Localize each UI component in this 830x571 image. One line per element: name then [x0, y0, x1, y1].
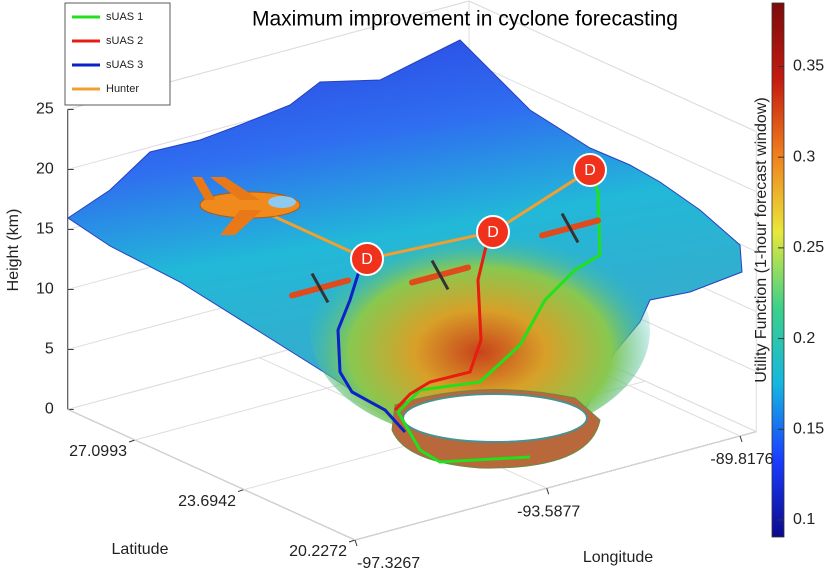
colorbar-tick-label: 0.1 — [793, 511, 815, 528]
colorbar-bar — [771, 2, 785, 538]
drone — [538, 212, 602, 244]
colorbar: 0.1 0.15 0.2 0.25 0.3 0.35 — [771, 2, 824, 538]
y-tick-label: 23.6942 — [178, 493, 236, 510]
y-tick — [237, 489, 245, 493]
z-tick-label: 15 — [36, 221, 54, 238]
drop-marker — [573, 153, 607, 187]
grid-line — [468, 0, 757, 133]
x-tick-label: -93.5877 — [517, 503, 580, 520]
y-tick-label: 27.0993 — [69, 443, 127, 460]
colorbar-label: Utility Function (1-hour forecast window… — [753, 97, 770, 382]
flight-paths — [259, 168, 602, 464]
crater-rim — [402, 393, 588, 443]
flight-path — [336, 267, 407, 434]
colorbar-tick-label: 0.35 — [793, 58, 824, 75]
hunter-aircraft — [192, 177, 301, 235]
y-tick-label: 20.2272 — [289, 543, 347, 560]
legend-label: Hunter — [106, 83, 139, 95]
drop-marker — [350, 242, 384, 276]
drop-marker-label: D — [361, 251, 373, 268]
legend-label: sUAS 2 — [106, 35, 143, 47]
drop-markers: D D D — [350, 153, 607, 276]
colorbar-tick-label: 0.3 — [793, 148, 815, 165]
y-tick — [348, 539, 356, 543]
colorbar-tick-label: 0.2 — [793, 330, 815, 347]
z-tick-label: 25 — [36, 101, 54, 118]
wing — [220, 210, 262, 235]
y-tick — [128, 439, 136, 443]
drop-marker-label: D — [487, 224, 499, 241]
z-tick-label: 20 — [36, 161, 54, 178]
drone — [288, 272, 352, 304]
tail — [192, 177, 215, 200]
colorbar-tick-label: 0.15 — [793, 420, 824, 437]
flight-path — [396, 169, 602, 464]
drone-wing — [310, 272, 330, 304]
y-axis-label: Latitude — [112, 541, 169, 558]
x-tick-label: -97.3267 — [357, 555, 420, 571]
drones — [288, 212, 602, 304]
x-tick — [546, 488, 550, 495]
x-axis-label: Longitude — [583, 549, 653, 566]
drop-marker — [476, 215, 510, 249]
z-axis-label: Height (km) — [5, 209, 22, 292]
legend: sUAS 1 sUAS 2 sUAS 3 Hunter — [64, 2, 171, 106]
drone-wing — [560, 212, 580, 244]
z-tick-label: 5 — [45, 341, 54, 358]
z-tick-label: 10 — [36, 281, 54, 298]
legend-label: sUAS 3 — [106, 59, 143, 71]
drone-wing — [430, 259, 450, 291]
x-tick — [739, 435, 743, 443]
wing — [210, 177, 260, 200]
drone — [408, 259, 472, 291]
legend-label: sUAS 1 — [106, 11, 143, 23]
grid-line — [354, 431, 757, 541]
chart-title: Maximum improvement in cyclone forecasti… — [252, 8, 678, 31]
z-tick-label: 0 — [45, 401, 54, 418]
flight-path — [393, 237, 490, 412]
drop-marker-label: D — [584, 162, 596, 179]
grid-line — [67, 408, 356, 541]
cockpit — [268, 196, 296, 208]
flight-path — [259, 168, 591, 261]
x-tick — [354, 539, 358, 547]
grid-line — [468, 60, 757, 193]
colorbar-tick-label: 0.25 — [793, 239, 824, 256]
x-tick-label: -89.8176 — [710, 451, 773, 468]
